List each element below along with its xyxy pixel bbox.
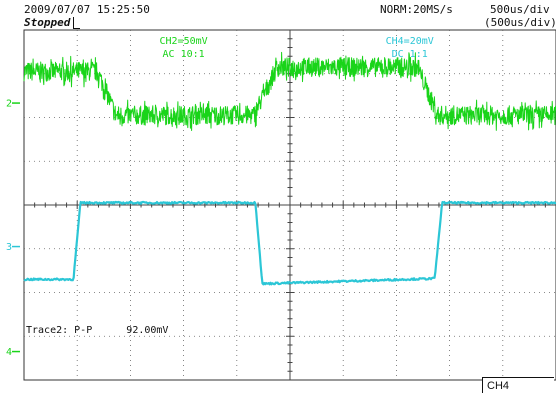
trace-layer	[23, 51, 556, 286]
channel-label-layer: CH2=50mV AC 10:1 CH4=20mV DC 1:1 2 3 4	[6, 36, 434, 358]
datetime-readout: 2009/07/07 15:25:50	[24, 3, 150, 16]
ch2-scale-label: CH2=50mV	[160, 36, 208, 47]
cursor-icon	[73, 17, 80, 29]
measurement-readout: Trace2: P-P 92.00mV	[26, 325, 168, 336]
ch2-coupling-label: AC 10:1	[163, 49, 205, 60]
ch4-ground-marker: 3	[6, 242, 12, 253]
measurement-value: 92.00mV	[126, 325, 169, 336]
measurement-label: Trace2: P-P	[26, 325, 93, 336]
ch2-ground-marker: 2	[6, 99, 12, 110]
graticule-grid	[23, 29, 556, 381]
channel-selector-button[interactable]: CH4	[482, 377, 554, 393]
acquisition-status: Stopped	[24, 16, 71, 29]
timebase-readout: 500us/div	[490, 3, 550, 16]
acquisition-mode: NORM:20MS/s	[380, 3, 453, 16]
timebase-sub-readout: (500us/div)	[484, 16, 556, 29]
ch-extra-ground-marker: 4	[6, 347, 12, 358]
trace-ch4	[23, 200, 556, 286]
trace-ch2	[23, 51, 556, 131]
ch4-coupling-label: DC 1:1	[392, 49, 428, 60]
ch4-scale-label: CH4=20mV	[386, 36, 434, 47]
